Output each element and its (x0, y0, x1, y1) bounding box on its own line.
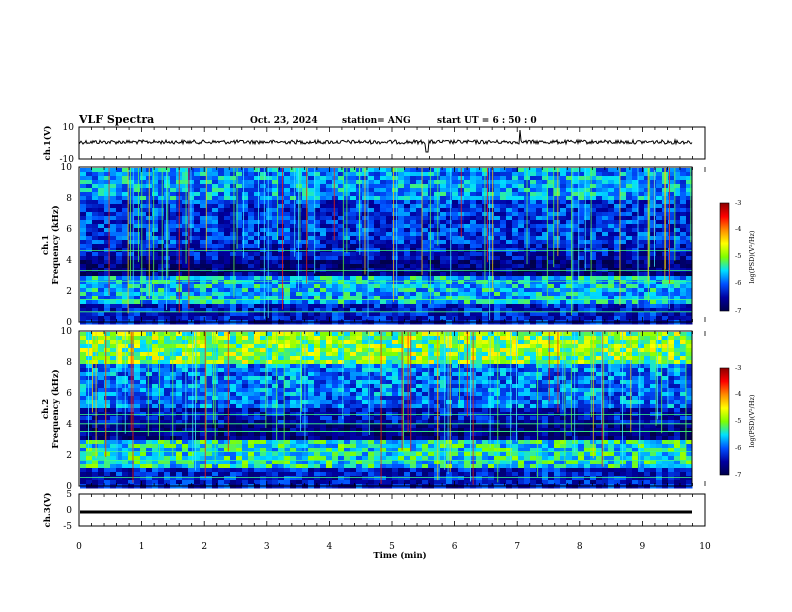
ch1-ytick-8: 8 (66, 194, 72, 204)
colorbar-ch2: -3 -4 -5 -6 -7 log(PSD)(V²/Hz) (719, 364, 756, 479)
ch1-spectrogram-image (80, 168, 693, 325)
ch1-spectrogram-panel: 0 2 4 6 8 10 ch.1 Frequency (kHz) (41, 163, 693, 328)
xtick-7: 7 (514, 542, 520, 552)
date-label: Oct. 23, 2024 (250, 116, 318, 126)
xtick-6: 6 (452, 542, 458, 552)
ch3-waveform-frame (78, 493, 706, 527)
xtick-8: 8 (577, 542, 583, 552)
colorbar-ch2-gradient (719, 367, 730, 476)
cb1-tick-4: -4 (735, 225, 741, 233)
ch2-ytick-8: 8 (66, 358, 72, 368)
ch2-spectrogram-panel: 0 2 4 6 8 10 ch.2 Frequency (kHz) (41, 327, 693, 492)
cb2-tick-3: -3 (735, 364, 741, 372)
ch1-waveform-panel: 10 -10 ch.1(V) (42, 123, 706, 165)
xtick-5: 5 (389, 542, 395, 552)
ch1-spectrogram-frame (78, 166, 693, 323)
ch2-spectrogram-frame (78, 330, 693, 487)
ch1-ytick-0: 0 (66, 318, 72, 328)
colorbar-ch1-gradient (719, 202, 730, 312)
x-axis: 0 1 2 3 4 5 6 7 8 9 10 Time (min) (76, 542, 711, 561)
cb1-tick-3: -3 (735, 199, 741, 207)
cb2-label: log(PSD)(V²/Hz) (748, 394, 756, 447)
ch1-spectrogram-ylabel: ch.1 (41, 235, 51, 255)
cb2-tick-4: -4 (735, 390, 741, 398)
cb1-tick-5: -5 (735, 252, 741, 260)
xtick-0: 0 (76, 542, 82, 552)
figure-title: VLF Spectra (78, 113, 154, 126)
xtick-2: 2 (201, 542, 207, 552)
station-label: station= ANG (342, 116, 411, 126)
cb1-label: log(PSD)(V²/Hz) (748, 230, 756, 283)
ch2-spectrogram-image (80, 332, 693, 489)
xtick-4: 4 (327, 542, 333, 552)
ch1-waveform-line (79, 129, 693, 153)
ch1-ytick-10: 10 (61, 163, 73, 173)
xtick-1: 1 (139, 542, 145, 552)
ch3-ytick-mid: 0 (66, 506, 72, 516)
ch3-waveform-panel: 5 0 -5 ch.3(V) (42, 490, 706, 532)
ch3-ytick-bottom: -5 (63, 522, 72, 532)
ch2-ytick-4: 4 (66, 420, 72, 430)
ch3-waveform-ylabel: ch.3(V) (42, 493, 53, 528)
ch3-ytick-top: 5 (66, 490, 72, 500)
ch1-ytick-top: 10 (63, 123, 75, 133)
xtick-3: 3 (264, 542, 270, 552)
ch2-ytick-0: 0 (66, 482, 72, 492)
axis-ticks (78, 127, 706, 526)
ch2-frequency-label: Frequency (kHz) (50, 369, 61, 448)
ch2-ytick-2: 2 (66, 451, 72, 461)
cb2-tick-5: -5 (735, 417, 741, 425)
ch2-ytick-6: 6 (66, 389, 72, 399)
ch1-ytick-6: 6 (66, 225, 72, 235)
ch1-ytick-bottom: -10 (60, 155, 75, 165)
x-axis-label: Time (min) (373, 550, 426, 561)
cb2-tick-6: -6 (735, 444, 741, 452)
start-time-label: start UT = 6 : 50 : 0 (437, 116, 537, 126)
xtick-9: 9 (640, 542, 646, 552)
cb2-tick-7: -7 (735, 471, 741, 479)
xtick-10: 10 (699, 542, 711, 552)
ch1-ytick-4: 4 (66, 256, 72, 266)
cb1-tick-7: -7 (735, 307, 741, 315)
ch1-waveform-ylabel: ch.1(V) (42, 126, 53, 161)
colorbar-ch1: -3 -4 -5 -6 -7 log(PSD)(V²/Hz) (719, 199, 756, 315)
ch1-frequency-label: Frequency (kHz) (50, 205, 61, 284)
ch1-ytick-2: 2 (66, 287, 72, 297)
ch2-ytick-10: 10 (61, 327, 73, 337)
ch2-spectrogram-ylabel: ch.2 (41, 399, 51, 419)
cb1-tick-6: -6 (735, 279, 741, 287)
